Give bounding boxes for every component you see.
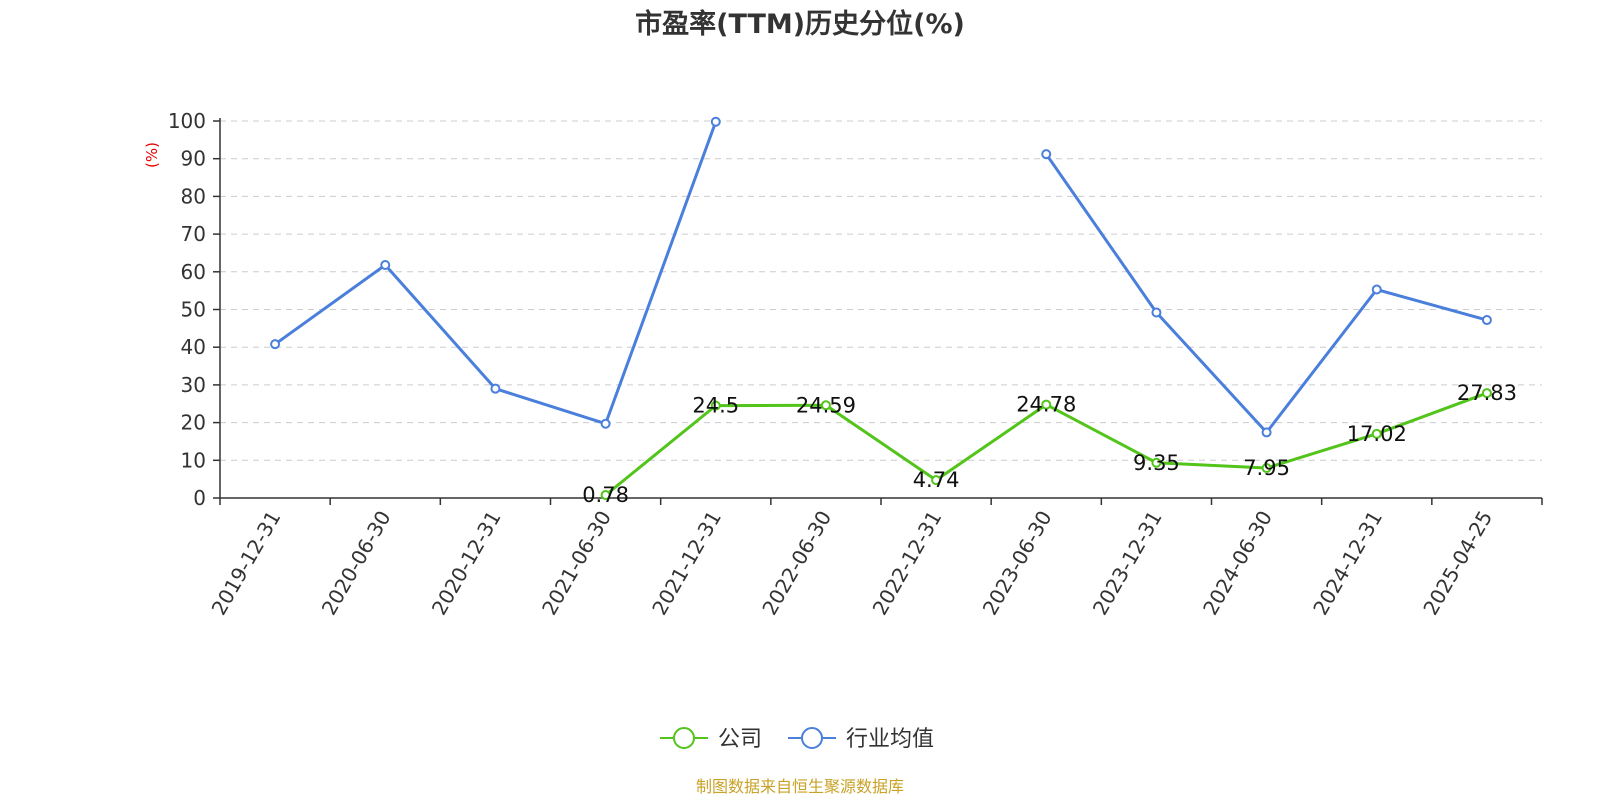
y-axis-label: (%) <box>143 142 161 168</box>
data-label: 0.78 <box>582 483 629 507</box>
legend-industry-label: 行业均值 <box>846 727 934 752</box>
series-industry-average <box>270 116 1492 438</box>
y-tick-label: 20 <box>181 411 206 435</box>
source-note: 制图数据来自恒生聚源数据库 <box>696 777 904 796</box>
grid <box>220 120 1542 461</box>
data-label: 7.95 <box>1243 456 1290 480</box>
data-label: 9.35 <box>1133 451 1180 475</box>
data-point <box>490 383 501 394</box>
y-tick-label: 70 <box>181 222 206 246</box>
x-tick-label: 2020-06-30 <box>317 507 396 620</box>
data-point <box>1261 463 1272 474</box>
data-point <box>600 418 611 429</box>
x-tick-label: 2022-06-30 <box>757 507 836 620</box>
data-point <box>1371 284 1382 295</box>
data-point <box>1481 388 1492 399</box>
x-tick-label: 2019-12-31 <box>207 507 286 620</box>
data-label: 24.59 <box>796 393 856 417</box>
data-label: 24.5 <box>692 394 739 418</box>
series-line <box>274 121 718 426</box>
data-point <box>1481 315 1492 326</box>
legend-item-industry[interactable]: 行业均值 <box>788 727 934 752</box>
data-point <box>380 260 391 271</box>
data-point <box>931 475 942 486</box>
data-label: 27.83 <box>1457 381 1517 405</box>
y-tick-label: 80 <box>181 184 206 208</box>
data-label: 17.02 <box>1347 422 1407 446</box>
data-point <box>1151 457 1162 468</box>
data-point <box>710 116 721 127</box>
y-tick-label: 30 <box>181 373 206 397</box>
data-point <box>710 400 721 411</box>
y-tick-label: 10 <box>181 448 206 472</box>
x-tick-label: 2022-12-31 <box>868 506 947 619</box>
series <box>270 116 1492 501</box>
data-point <box>1151 307 1162 318</box>
data-point <box>600 490 611 501</box>
data-labels: 0.78 24.5 24.59 4.74 24.78 9.35 7.95 17.02 27.83 <box>582 381 1517 507</box>
x-tick-label: 2024-06-30 <box>1198 507 1277 620</box>
data-point <box>1371 428 1382 439</box>
y-tick-label: 0 <box>193 486 206 510</box>
y-tick-label: 90 <box>181 147 206 171</box>
x-tick-label: 2024-12-31 <box>1308 507 1387 620</box>
data-point <box>820 400 831 411</box>
legend-industry-marker <box>801 727 823 749</box>
x-tick-label: 2021-06-30 <box>537 507 616 620</box>
legend-company-label: 公司 <box>718 727 762 752</box>
axes: 0 10 20 30 40 50 60 70 80 90 100 2019-12-31 2020-06-… <box>168 109 1543 620</box>
x-tick-label: 2023-12-31 <box>1088 507 1167 620</box>
legend[interactable]: 公司 行业均值 <box>660 727 934 752</box>
data-label: 4.74 <box>913 468 960 492</box>
x-tick-label: 2025-04-25 <box>1418 507 1497 620</box>
legend-company-marker <box>673 727 695 749</box>
data-label: 24.78 <box>1016 393 1076 417</box>
data-point <box>1041 149 1052 160</box>
x-tick-label: 2021-12-31 <box>647 507 726 620</box>
y-tick-label: 50 <box>181 298 206 322</box>
y-tick-label: 60 <box>181 260 206 284</box>
legend-item-company[interactable]: 公司 <box>660 727 762 752</box>
series-company <box>600 388 1492 501</box>
data-point <box>1041 399 1052 410</box>
y-tick-label: 100 <box>168 109 206 133</box>
x-tick-label: 2020-12-31 <box>427 506 506 619</box>
x-tick-label: 2023-06-30 <box>978 507 1057 620</box>
chart-title: 市盈率(TTM)历史分位(%) <box>635 8 965 40</box>
data-point <box>270 339 281 350</box>
data-point <box>1261 427 1272 438</box>
y-tick-label: 40 <box>181 335 206 359</box>
